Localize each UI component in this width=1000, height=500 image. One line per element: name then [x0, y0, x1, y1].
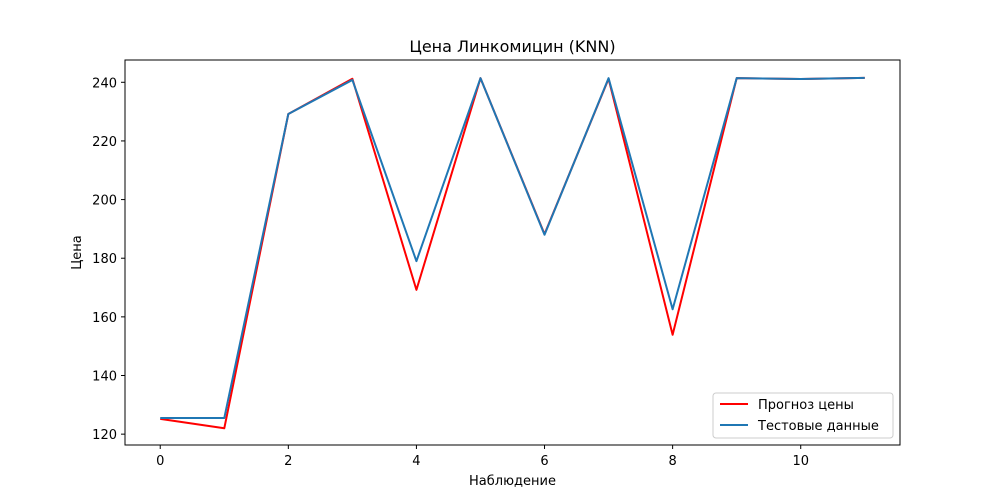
x-tick-label-3: 6 — [540, 454, 548, 469]
chart-title: Цена Линкомицин (KNN) — [409, 37, 615, 56]
legend-label-1: Прогноз цены — [758, 398, 854, 413]
y-tick-label-2: 160 — [92, 311, 117, 326]
y-tick-label-5: 220 — [92, 135, 117, 150]
legend-box — [712, 392, 894, 439]
plot-frame — [124, 59, 901, 446]
y-tick-label-0: 120 — [92, 428, 117, 443]
series-line-2 — [160, 76, 865, 420]
legend-label-2: Тестовые данные — [757, 419, 879, 434]
legend: Прогноз цены Тестовые данные — [712, 392, 894, 439]
y-axis-ticks: 120 140 160 180 200 220 240 — [92, 76, 125, 443]
y-tick-label-3: 180 — [92, 252, 117, 267]
x-tick-label-0: 0 — [156, 454, 164, 469]
y-tick-label-6: 240 — [92, 76, 117, 91]
series-line-1 — [160, 76, 865, 430]
x-tick-label-4: 8 — [668, 454, 676, 469]
x-axis-label: Наблюдение — [469, 474, 556, 489]
x-axis-ticks: 0 2 4 6 8 10 — [156, 445, 809, 469]
x-tick-label-5: 10 — [792, 454, 809, 469]
series-layer — [160, 76, 865, 430]
x-tick-label-1: 2 — [284, 454, 292, 469]
y-tick-label-4: 200 — [92, 194, 117, 209]
y-tick-label-1: 140 — [92, 370, 117, 385]
y-axis-label: Цена — [70, 235, 85, 270]
x-tick-label-2: 4 — [412, 454, 420, 469]
